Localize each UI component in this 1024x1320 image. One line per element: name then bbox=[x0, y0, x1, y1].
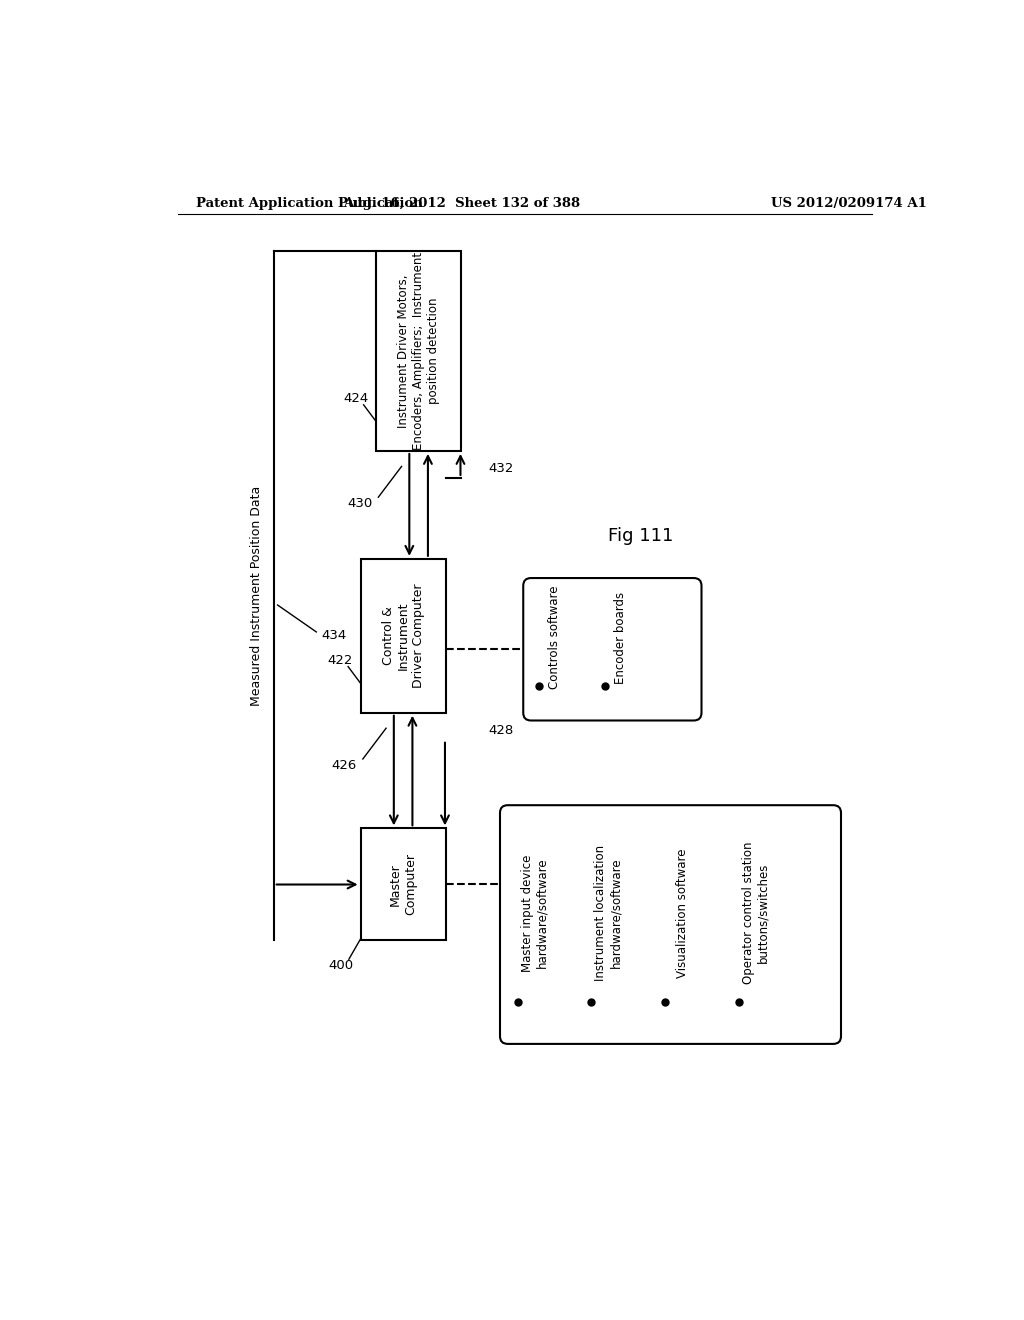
Text: Operator control station
buttons/switches: Operator control station buttons/switche… bbox=[741, 842, 770, 985]
Text: 422: 422 bbox=[328, 653, 353, 667]
Text: Fig 111: Fig 111 bbox=[608, 527, 674, 545]
Text: Encoder boards: Encoder boards bbox=[613, 591, 627, 684]
Text: Control &
Instrument
Driver Computer: Control & Instrument Driver Computer bbox=[382, 583, 425, 688]
Text: Visualization software: Visualization software bbox=[676, 849, 688, 978]
Text: Measured Instrument Position Data: Measured Instrument Position Data bbox=[250, 486, 263, 705]
Text: 434: 434 bbox=[322, 630, 347, 643]
Text: 400: 400 bbox=[329, 958, 353, 972]
Text: 426: 426 bbox=[332, 759, 356, 772]
Text: 428: 428 bbox=[488, 723, 514, 737]
Bar bbox=[360, 829, 445, 940]
Text: Patent Application Publication: Patent Application Publication bbox=[197, 197, 423, 210]
Bar bbox=[360, 558, 445, 713]
FancyBboxPatch shape bbox=[523, 578, 701, 721]
Text: Instrument Driver Motors,
Encoders, Amplifiers;  Instrument
position detection: Instrument Driver Motors, Encoders, Ampl… bbox=[397, 252, 440, 450]
Text: US 2012/0209174 A1: US 2012/0209174 A1 bbox=[771, 197, 927, 210]
Text: 430: 430 bbox=[347, 496, 372, 510]
Text: 424: 424 bbox=[343, 392, 369, 405]
Text: Instrument localization
hardware/software: Instrument localization hardware/softwar… bbox=[595, 845, 623, 981]
Text: 432: 432 bbox=[488, 462, 514, 475]
FancyBboxPatch shape bbox=[500, 805, 841, 1044]
Bar bbox=[376, 251, 461, 451]
Text: Master input device
hardware/software: Master input device hardware/software bbox=[521, 854, 549, 972]
Text: Master
Computer: Master Computer bbox=[389, 853, 417, 915]
Text: Controls software: Controls software bbox=[548, 586, 561, 689]
Text: Aug. 16, 2012  Sheet 132 of 388: Aug. 16, 2012 Sheet 132 of 388 bbox=[343, 197, 580, 210]
